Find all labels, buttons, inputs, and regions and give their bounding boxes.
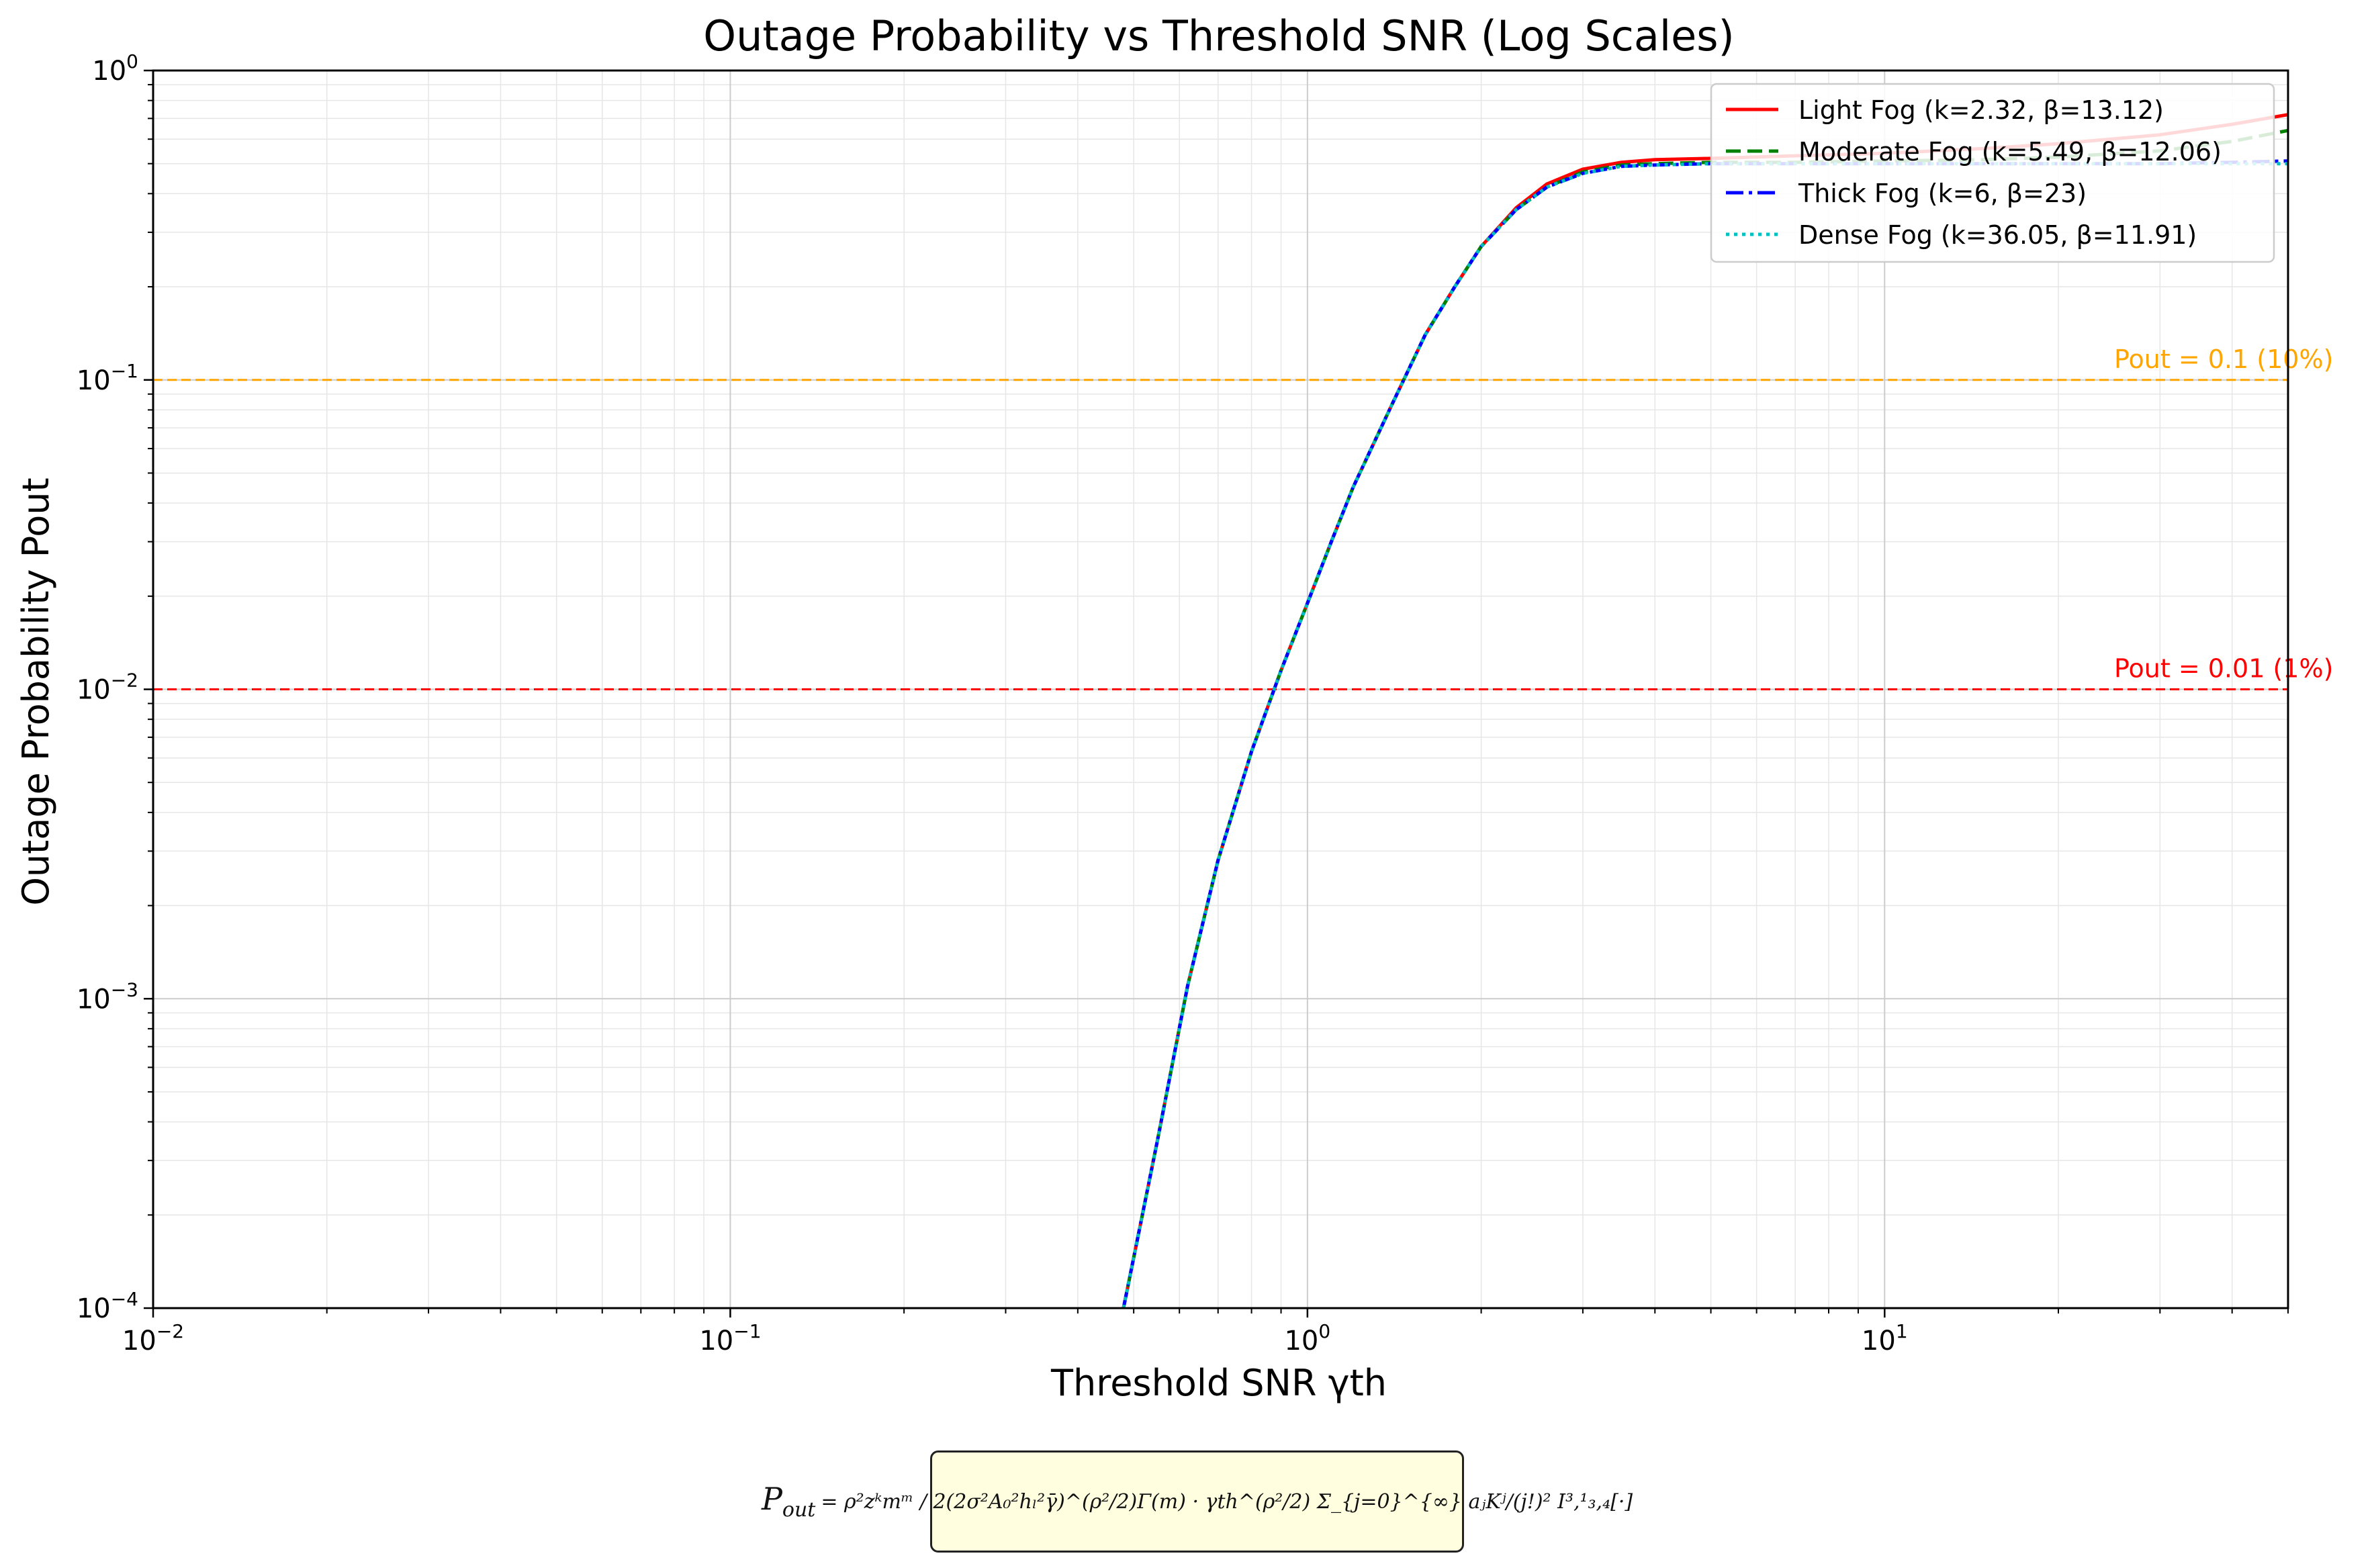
series-line	[1122, 162, 2288, 1309]
legend-label: Moderate Fog (k=5.49, β=12.06)	[1798, 137, 2222, 167]
x-tick-label: 10−2	[122, 1320, 184, 1356]
reference-line-label: Pout = 0.01 (1%)	[2114, 654, 2333, 684]
y-tick-label: 10−2	[77, 670, 138, 706]
formula-box: Pout = ρ²zᵏmᵐ / 2(2σ²A₀²hₗ²γ̄)^(ρ²/2)Γ(m…	[762, 1450, 1633, 1553]
x-tick-label: 10−1	[699, 1320, 761, 1356]
reference-lines: Pout = 0.1 (10%) Pout = 0.01 (1%)	[153, 344, 2333, 690]
legend-label: Thick Fog (k=6, β=23)	[1798, 179, 2087, 208]
legend: Light Fog (k=2.32, β=13.12) Moderate Fog …	[1710, 83, 2275, 263]
formula-rhs: = ρ²zᵏmᵐ / 2(2σ²A₀²hₗ²γ̄)^(ρ²/2)Γ(m) · γ…	[821, 1489, 1633, 1514]
y-tick-label: 100	[92, 50, 138, 87]
y-axis-label: Outage Probability Pout	[15, 477, 57, 905]
y-tick-label: 10−4	[77, 1288, 138, 1324]
y-tick-label: 10−3	[77, 978, 138, 1015]
reference-line-label: Pout = 0.1 (10%)	[2114, 344, 2333, 374]
axis-ticks: 10−2 10−1 100 101 10−4 10−3 10−2 10−1 100	[77, 50, 2289, 1356]
legend-box	[1710, 83, 2275, 263]
x-tick-label: 100	[1284, 1320, 1330, 1356]
formula-lhs: Pout	[761, 1481, 816, 1522]
y-tick-label: 10−1	[77, 360, 138, 396]
legend-label: Light Fog (k=2.32, β=13.12)	[1798, 95, 2164, 125]
chart-title: Outage Probability vs Threshold SNR (Log…	[703, 11, 1734, 60]
x-axis-label: Threshold SNR γth	[1050, 1362, 1387, 1404]
legend-label: Dense Fog (k=36.05, β=11.91)	[1798, 220, 2197, 250]
x-tick-label: 101	[1862, 1320, 1908, 1356]
